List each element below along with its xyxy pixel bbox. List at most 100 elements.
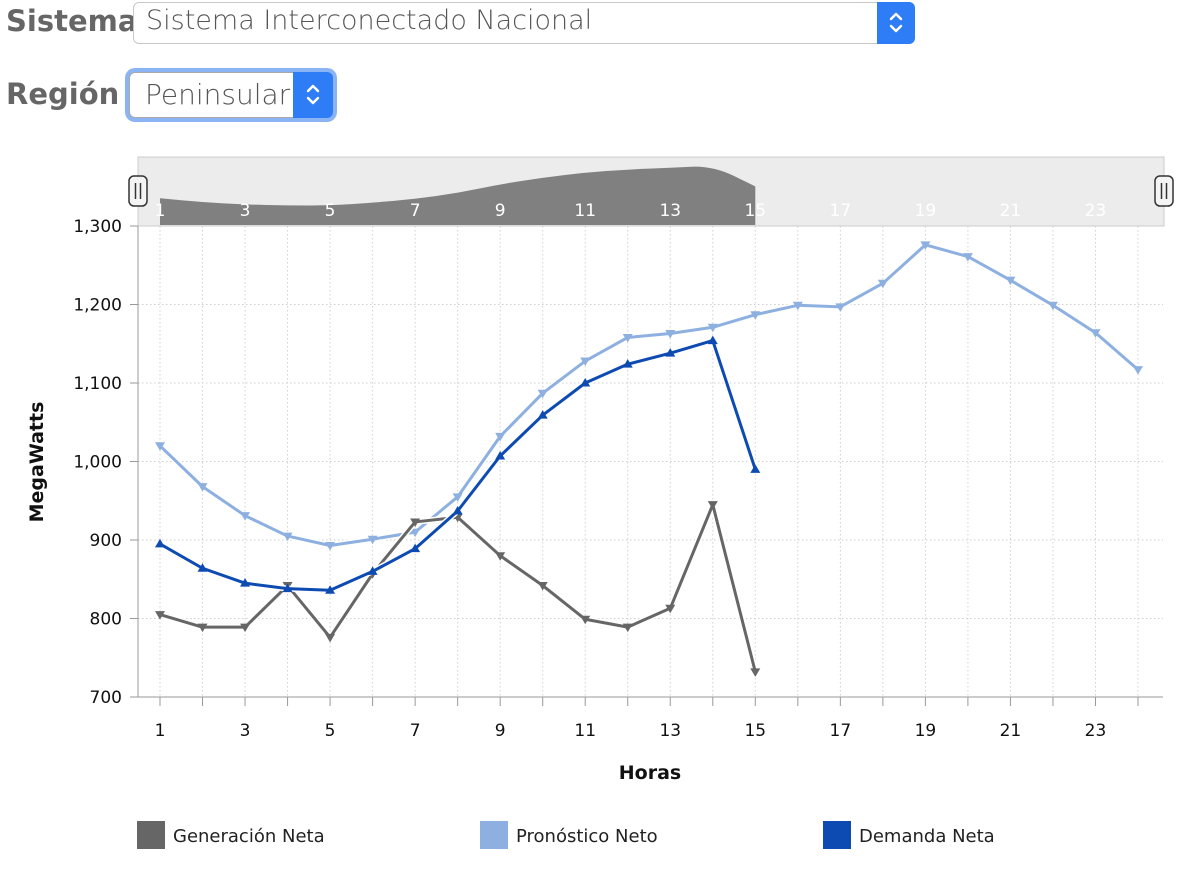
- select-stepper-icon: [293, 72, 333, 118]
- triangle-down-marker: [367, 535, 378, 545]
- triangle-down-marker: [537, 582, 548, 591]
- triangle-down-marker: [495, 552, 506, 561]
- series-line-halo: [157, 241, 1140, 549]
- region-label: Región: [6, 77, 120, 111]
- handle-grip: [1154, 175, 1174, 207]
- x-tick-label: 19: [915, 721, 937, 741]
- triangle-up-marker: [197, 563, 208, 572]
- triangle-down-marker: [1005, 276, 1016, 286]
- sistema-label: Sistema: [6, 4, 138, 38]
- navigator-tick-label: 1: [155, 201, 166, 221]
- region-select[interactable]: Peninsular: [129, 72, 333, 118]
- triangle-down-marker: [325, 541, 336, 551]
- triangle-up-marker: [240, 578, 251, 587]
- navigator-tick-label: 21: [1000, 201, 1022, 221]
- x-tick-label: 11: [574, 721, 596, 741]
- triangle-down-marker: [622, 333, 633, 343]
- navigator-tick-label: 9: [495, 201, 506, 221]
- y-tick-label: 800: [90, 610, 122, 630]
- navigator-area: [160, 166, 756, 225]
- series-demanda-neta: [155, 335, 761, 594]
- triangle-down-marker: [282, 532, 293, 542]
- triangle-down-marker: [240, 512, 251, 521]
- triangle-down-marker: [750, 668, 761, 677]
- legend-label: Demanda Neta: [859, 826, 995, 847]
- triangle-down-marker: [1133, 366, 1143, 375]
- legend-swatch: [823, 821, 851, 849]
- series-pron-stico-neto: [155, 241, 1143, 551]
- navigator-tick-label: 7: [410, 201, 421, 221]
- triangle-down-marker: [197, 483, 208, 492]
- triangle-up-marker: [367, 566, 378, 575]
- triangle-down-marker: [962, 253, 973, 262]
- triangle-down-marker: [1047, 301, 1058, 311]
- select-stepper-icon: [877, 2, 915, 44]
- triangle-down-marker: [920, 241, 931, 250]
- triangle-down-marker: [240, 623, 251, 633]
- navigator-tick-labels: 1 3 5 7 9 11 13 15 17 19 21 23: [155, 201, 1107, 221]
- x-tick-label: 23: [1085, 721, 1107, 741]
- triangle-down-marker: [410, 518, 421, 527]
- sistema-select-value: Sistema Interconectado Nacional: [146, 5, 593, 36]
- y-tick-label: 900: [90, 531, 122, 551]
- triangle-down-marker: [495, 432, 506, 442]
- x-tick-label: 13: [659, 721, 681, 741]
- series-generaci-n-neta: [155, 501, 761, 677]
- navigator-left-handle[interactable]: [128, 175, 148, 207]
- series: [155, 241, 1143, 677]
- triangle-down-marker: [665, 330, 676, 339]
- triangle-up-marker: [325, 585, 336, 594]
- x-tick-label: 5: [325, 721, 336, 741]
- y-axis-title: MegaWatts: [26, 402, 48, 523]
- y-tick-label: 1,000: [73, 453, 122, 473]
- triangle-down-marker: [877, 279, 888, 289]
- series-line: [158, 243, 1139, 547]
- navigator-tick-label: 19: [915, 201, 937, 221]
- navigator-tick-label: 11: [574, 201, 596, 221]
- triangle-down-marker: [835, 303, 846, 312]
- triangle-down-marker: [580, 357, 591, 367]
- triangle-down-marker: [792, 301, 803, 311]
- triangle-down-marker: [410, 528, 421, 538]
- x-tick-label: 17: [830, 721, 852, 741]
- y-tick-label: 700: [90, 688, 122, 708]
- triangle-up-marker: [495, 451, 506, 460]
- navigator-tick-label: 13: [659, 201, 681, 221]
- triangle-up-marker: [580, 378, 591, 387]
- navigator-scrollbar[interactable]: 1 3 5 7 9 11 13 15 17 19 21 23: [128, 156, 1174, 227]
- triangle-down-marker: [155, 611, 165, 620]
- triangle-up-marker: [537, 410, 548, 419]
- navigator-tick-label: 3: [240, 201, 251, 221]
- triangle-up-marker: [410, 543, 421, 553]
- legend-label: Pronóstico Neto: [516, 826, 658, 847]
- triangle-down-marker: [155, 442, 165, 451]
- x-tick-label: 9: [495, 721, 506, 741]
- triangle-down-marker: [537, 389, 548, 399]
- triangle-up-marker: [622, 359, 633, 368]
- region-select-value: Peninsular: [145, 78, 291, 111]
- grid: [138, 225, 1163, 698]
- navigator-tick-label: 15: [744, 201, 766, 221]
- triangle-up-marker: [665, 348, 676, 357]
- x-tick-label: 1: [155, 721, 166, 741]
- y-tick-label: 1,100: [73, 374, 122, 394]
- triangle-down-marker: [750, 311, 761, 320]
- x-tick-label: 15: [744, 721, 766, 741]
- sistema-select[interactable]: Sistema Interconectado Nacional: [133, 2, 915, 44]
- triangle-up-marker: [750, 464, 761, 473]
- navigator-right-handle[interactable]: [1154, 175, 1174, 207]
- navigator-tick-label: 17: [830, 201, 852, 221]
- handle-grip: [128, 175, 148, 207]
- navigator-tick-label: 5: [325, 201, 336, 221]
- y-tick-label: 1,200: [73, 296, 122, 316]
- legend-swatch: [137, 821, 165, 849]
- triangle-up-marker: [452, 505, 463, 515]
- triangle-down-marker: [707, 323, 718, 333]
- x-tick-label: 21: [1000, 721, 1022, 741]
- legend: Generación Neta Pronóstico Neto Demanda Ne…: [137, 821, 995, 849]
- x-tick-label: 3: [240, 721, 251, 741]
- triangle-down-marker: [580, 615, 591, 625]
- triangle-down-marker: [707, 501, 718, 510]
